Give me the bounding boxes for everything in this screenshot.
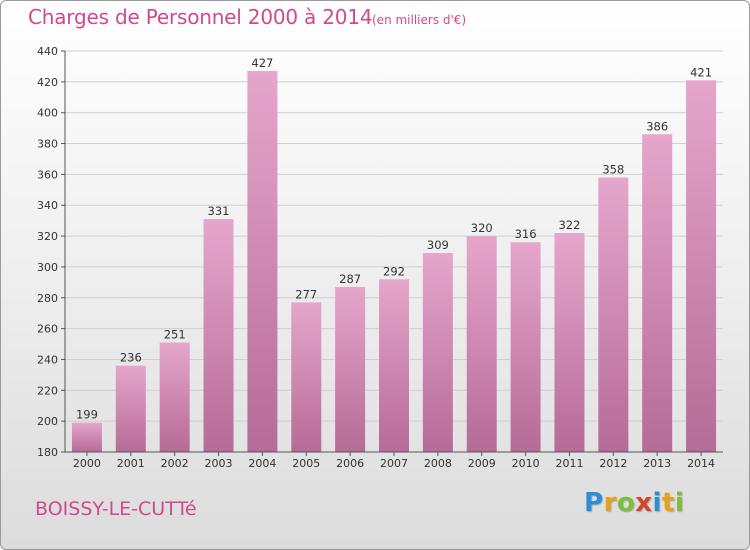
y-tick-label: 240 [37,353,58,366]
y-tick-label: 220 [37,384,58,397]
commune-name: BOISSY-LE-CUTTé [35,498,197,520]
logo-letter: t [661,488,675,518]
y-tick-label: 200 [37,415,58,428]
data-label-2012: 358 [602,162,624,176]
x-tick-label-2010: 2010 [512,457,540,470]
y-tick-label: 280 [37,292,58,305]
chart-title: Charges de Personnel 2000 à 2014 [28,5,373,29]
y-tick-label: 380 [37,138,58,151]
bar-2010 [510,242,541,452]
data-label-2001: 236 [120,351,142,365]
y-tick-label: 340 [37,199,58,212]
x-tick-label-2001: 2001 [117,457,145,470]
x-tick-label-2011: 2011 [555,457,583,470]
logo-letter: x [635,488,653,518]
y-tick-label: 360 [37,168,58,181]
bar-2007 [379,279,409,452]
data-label-2006: 287 [339,272,361,286]
y-tick-label: 300 [37,261,58,274]
bar-2002 [159,342,190,452]
data-label-2004: 427 [251,56,273,70]
data-label-2014: 421 [690,65,712,79]
x-tick-label-2006: 2006 [336,457,364,470]
data-label-2003: 331 [208,204,230,218]
y-tick-label: 420 [37,76,58,89]
x-tick-label-2003: 2003 [205,457,233,470]
data-label-2005: 277 [295,287,317,301]
x-tick-label-2009: 2009 [468,457,496,470]
bar-2006 [335,286,366,452]
x-tick-label-2000: 2000 [73,457,101,470]
logo-letter: r [603,488,617,518]
y-tick-label: 180 [37,446,58,459]
y-tick-label: 320 [37,230,58,243]
bar-2000 [71,422,102,452]
bar-2008 [422,253,453,452]
axes: 180 200 220 240 260 280 300 320 340 360 380 400 420 4… [37,45,723,470]
bars: 199 236 251 331 427 277 287 292 309 320 316 322 358 3… [71,56,717,453]
bar-2004 [247,71,278,453]
x-tick-label-2005: 2005 [292,457,320,470]
logo-letter: i [674,488,685,518]
proxiti-logo: Proxiti [584,488,684,518]
y-tick-label: 260 [37,323,58,336]
x-tick-label-2013: 2013 [643,457,671,470]
y-tick-label: 440 [37,45,58,58]
bar-2009 [466,236,497,452]
bar-2013 [642,134,673,453]
bar-2012 [598,177,629,452]
x-tick-label-2012: 2012 [599,457,627,470]
logo-letter: P [584,488,604,518]
x-tick-label-2014: 2014 [687,457,715,470]
logo-letter: i [652,488,662,518]
y-tick-label: 400 [37,107,58,120]
x-tick-label-2004: 2004 [248,457,276,470]
bar-2011 [554,232,585,452]
data-label-2011: 322 [558,218,580,232]
data-label-2000: 199 [76,408,98,422]
bar-2014 [686,80,717,453]
bar-2001 [115,365,146,452]
x-tick-label-2002: 2002 [161,457,189,470]
data-label-2009: 320 [471,221,493,235]
data-label-2013: 386 [646,119,668,133]
logo-letter: o [616,488,636,518]
bar-2003 [203,219,234,452]
data-label-2010: 316 [515,227,537,241]
x-tick-label-2008: 2008 [424,457,452,470]
data-label-2002: 251 [164,327,186,341]
data-label-2007: 292 [383,264,405,278]
x-tick-label-2007: 2007 [380,457,408,470]
chart-subtitle: (en milliers d'€) [372,13,467,27]
bar-2005 [291,302,322,452]
data-label-2008: 309 [427,238,449,252]
